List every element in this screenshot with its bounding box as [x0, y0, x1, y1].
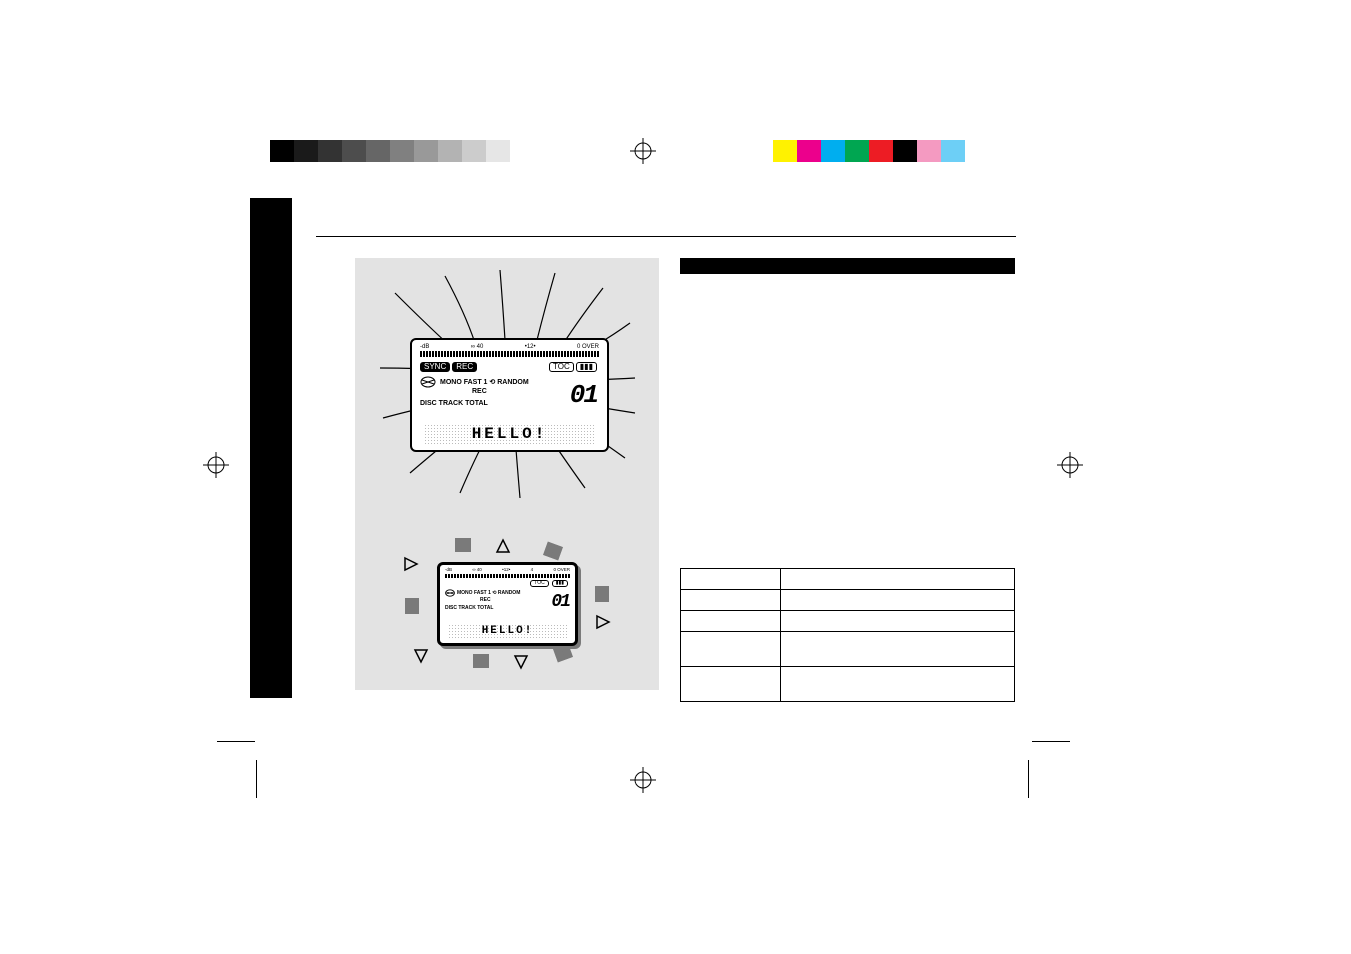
grey-swatch: [366, 140, 390, 162]
meter-label-right: 0 OVER: [553, 568, 570, 573]
track-number: 01: [551, 593, 569, 611]
grey-swatch: [342, 140, 366, 162]
meter-label-mid: •12•: [525, 344, 536, 350]
counter-line: DISC TRACK TOTAL: [420, 400, 488, 407]
grey-swatch: [510, 140, 534, 162]
color-swatch: [869, 140, 893, 162]
arrow-left-icon: [405, 598, 419, 614]
table-row: [681, 611, 1015, 632]
meter-label-4: 4: [531, 568, 534, 573]
lcd-display-large: -dB ∞ 40 •12• 0 OVER SYNC REC TOC ▮▮▮ MO…: [410, 338, 609, 452]
color-swatch: [893, 140, 917, 162]
color-swatch: [917, 140, 941, 162]
crop-tick: [256, 760, 257, 798]
small-lcd-group: -dB ∞ 40 •12• 4 0 OVER TOC ▮▮▮ MONO FAST…: [395, 536, 620, 686]
grey-swatch: [414, 140, 438, 162]
content-top-rule: [316, 236, 1016, 237]
color-swatch: [941, 140, 965, 162]
track-number: 01: [570, 382, 597, 408]
grey-swatch: [486, 140, 510, 162]
arrow-right-icon: [595, 586, 609, 602]
grey-swatch: [390, 140, 414, 162]
dot-matrix-text: HELLO!: [448, 624, 567, 639]
meter-label-left: ∞ 40: [471, 344, 484, 350]
meter-prefix: -dB: [420, 344, 429, 350]
toc-indicator: TOC: [549, 362, 574, 372]
meter-label-right: 0 OVER: [577, 344, 599, 350]
arrow-up-icon: [455, 538, 471, 552]
grey-swatch: [318, 140, 342, 162]
table-row: [681, 632, 1015, 667]
table-row: [681, 667, 1015, 702]
battery-icon: ▮▮▮: [576, 362, 597, 372]
registration-mark-left: [203, 452, 229, 478]
mode-line: MONO FAST 1 ⟲ RANDOM: [440, 379, 529, 386]
figure-panel: -dB ∞ 40 •12• 0 OVER SYNC REC TOC ▮▮▮ MO…: [355, 258, 659, 690]
rec-text: REC: [480, 598, 491, 603]
grey-swatch: [270, 140, 294, 162]
grey-swatch: [438, 140, 462, 162]
mode-line: MONO FAST 1 ⟲ RANDOM: [457, 591, 520, 596]
disc-icon: [445, 589, 455, 597]
disc-icon: [420, 376, 436, 388]
reference-table: [680, 568, 1015, 702]
color-swatch: [773, 140, 797, 162]
registration-mark-top: [630, 138, 656, 164]
level-meter-bar: [445, 574, 570, 578]
arrow-up-icon: [543, 542, 563, 561]
counter-line: DISC TRACK TOTAL: [445, 606, 493, 611]
table-row: [681, 590, 1015, 611]
grey-swatch: [294, 140, 318, 162]
black-tab-sidebar: [250, 198, 292, 698]
meter-prefix: -dB: [445, 568, 452, 573]
grey-swatch: [462, 140, 486, 162]
arrow-down-icon: [473, 654, 489, 668]
level-meter-bar: [420, 351, 599, 357]
table-row: [681, 569, 1015, 590]
section-heading-bar: [680, 258, 1015, 274]
crop-tick: [1028, 760, 1029, 798]
registration-mark-right: [1057, 452, 1083, 478]
crop-tick: [217, 741, 255, 742]
meter-label-mid: •12•: [502, 568, 510, 573]
toc-indicator: TOC: [530, 580, 548, 587]
arrow-down-icon: [553, 644, 573, 663]
color-swatch: [845, 140, 869, 162]
rec-text: REC: [472, 388, 487, 395]
battery-icon: ▮▮▮: [552, 580, 568, 587]
color-swatch: [797, 140, 821, 162]
registration-mark-bottom: [630, 767, 656, 793]
color-calibration-bar: [773, 140, 965, 162]
lcd-display-small: -dB ∞ 40 •12• 4 0 OVER TOC ▮▮▮ MONO FAST…: [437, 562, 578, 646]
sync-indicator: SYNC: [420, 362, 450, 372]
greyscale-calibration-bar: [270, 140, 534, 162]
meter-label-left: ∞ 40: [472, 568, 481, 573]
dot-matrix-text: HELLO!: [424, 424, 595, 444]
color-swatch: [821, 140, 845, 162]
rec-indicator: REC: [452, 362, 477, 372]
crop-tick: [1032, 741, 1070, 742]
